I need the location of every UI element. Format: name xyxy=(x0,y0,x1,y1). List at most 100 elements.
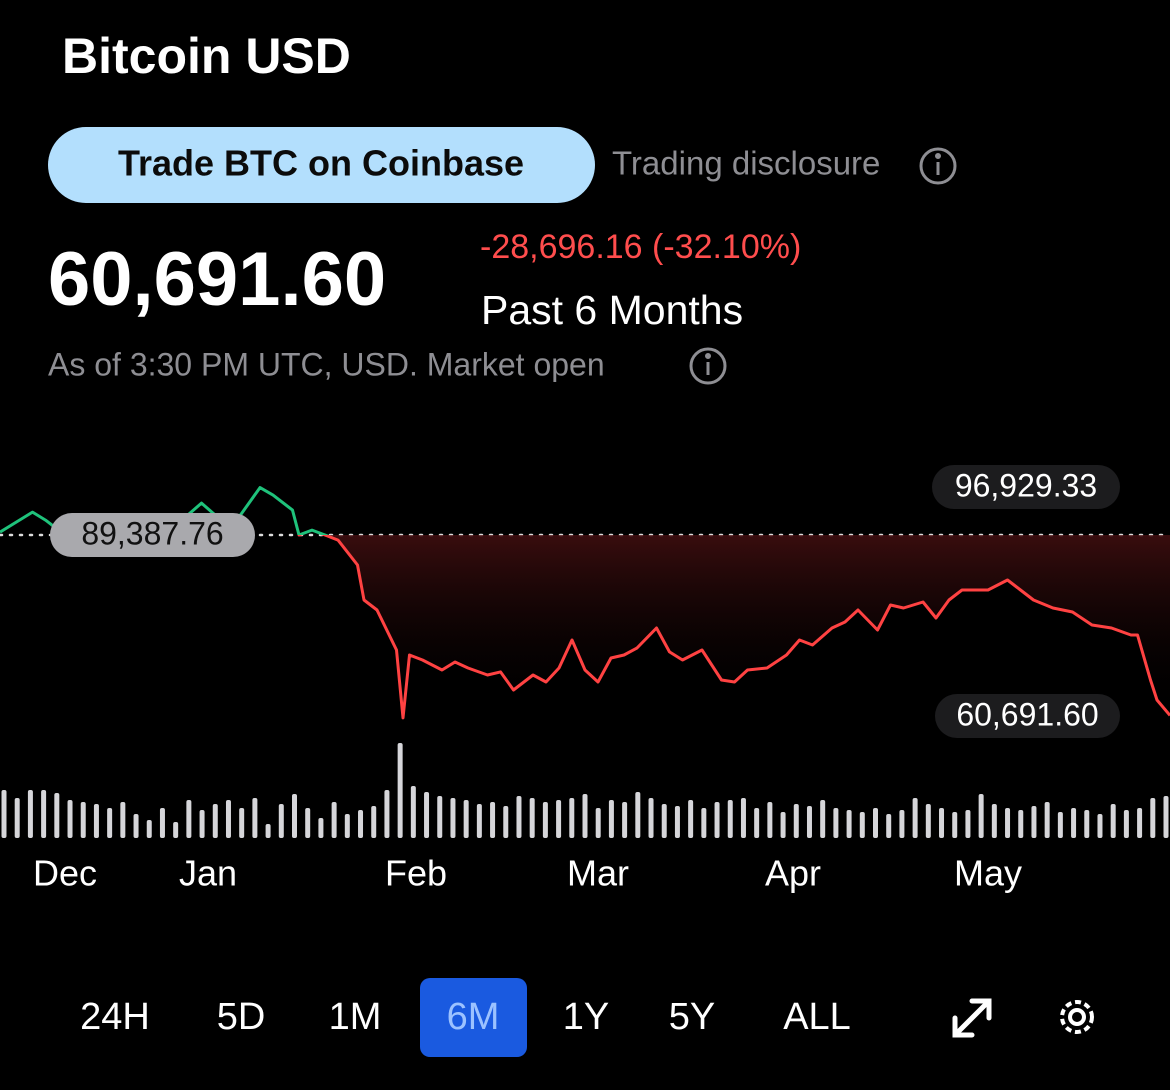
volume-bar xyxy=(1044,802,1050,838)
volume-bar xyxy=(820,800,826,838)
volume-bar xyxy=(899,810,905,838)
trade-button[interactable] xyxy=(48,127,595,203)
info-icon[interactable] xyxy=(919,147,957,185)
volume-bar xyxy=(793,804,799,838)
volume-bar xyxy=(133,814,139,838)
volume-bar xyxy=(1110,804,1116,838)
volume-bar xyxy=(159,808,165,838)
period: Past 6 Months xyxy=(481,287,743,333)
range-button[interactable]: 1M xyxy=(329,996,382,1038)
volume-bar xyxy=(806,806,812,838)
volume-bar xyxy=(424,792,430,838)
volume-bar xyxy=(265,824,271,838)
volume-bar xyxy=(212,804,218,838)
volume-bar xyxy=(622,802,628,838)
x-tick-label: Apr xyxy=(765,853,821,894)
range-button[interactable]: 5Y xyxy=(669,996,715,1038)
volume-bar xyxy=(239,808,245,838)
volume-bar xyxy=(939,808,945,838)
volume-bar xyxy=(1018,810,1024,838)
volume-bar xyxy=(1071,808,1077,838)
volume-bar xyxy=(450,798,456,838)
volume-bar xyxy=(1150,798,1156,838)
chart: 89,387.76 96,929.33 60,691.60 Dec Jan Feb Mar A… xyxy=(0,465,1170,894)
volume-bar xyxy=(529,798,535,838)
volume-bar xyxy=(833,808,839,838)
range-button-active[interactable] xyxy=(420,978,527,1057)
x-tick-label: Feb xyxy=(385,853,447,894)
volume-bar xyxy=(516,796,522,838)
volume-bar xyxy=(1031,806,1037,838)
volume-bar xyxy=(14,798,20,838)
x-tick-label: Mar xyxy=(567,853,629,894)
volume-bar xyxy=(886,814,892,838)
volume-bar xyxy=(542,802,548,838)
disclosure-link[interactable]: Trading disclosure xyxy=(612,145,880,182)
volume-bar xyxy=(476,804,482,838)
volume-bar xyxy=(437,796,443,838)
volume-bar xyxy=(701,808,707,838)
volume-bar xyxy=(503,806,509,838)
volume-bar xyxy=(674,806,680,838)
value-pill-label: 96,929.33 xyxy=(955,467,1097,503)
volume-bar xyxy=(67,800,73,838)
volume-bar xyxy=(397,743,403,838)
range-button[interactable]: 1Y xyxy=(563,996,609,1038)
volume-bar xyxy=(859,812,865,838)
range-button[interactable]: ALL xyxy=(783,996,851,1038)
title: Bitcoin USD xyxy=(62,28,351,84)
volume-bar xyxy=(41,790,47,838)
volume-bar xyxy=(371,806,377,838)
volume-bar xyxy=(595,808,601,838)
volume-bar xyxy=(344,814,350,838)
volume-bar xyxy=(463,800,469,838)
range-selector: 24H 5D 1M 6M 1Y 5Y ALL xyxy=(80,978,851,1057)
volume-bar xyxy=(384,790,390,838)
volume-bar xyxy=(278,804,284,838)
volume-bar xyxy=(93,804,99,838)
volume-bar xyxy=(556,800,562,838)
volume-bar xyxy=(635,792,641,838)
price: 60,691.60 xyxy=(48,237,386,322)
volume-bar xyxy=(490,802,496,838)
volume-bar xyxy=(648,798,654,838)
volume-bar xyxy=(120,802,126,838)
volume-bar xyxy=(358,810,364,838)
volume-bar xyxy=(1005,808,1011,838)
volume-bar xyxy=(410,786,416,838)
volume-bar xyxy=(1,790,7,838)
volume-bar xyxy=(569,798,575,838)
volume-bar xyxy=(714,802,720,838)
info-icon[interactable] xyxy=(689,347,727,385)
volume-bar xyxy=(661,804,667,838)
volume-bar xyxy=(252,798,258,838)
volume-bar xyxy=(767,802,773,838)
volume-bar xyxy=(754,808,760,838)
x-tick-label: Jan xyxy=(179,853,237,894)
range-button[interactable]: 5D xyxy=(217,996,266,1038)
volume-bar xyxy=(107,808,113,838)
value-pill xyxy=(932,465,1120,509)
volume-bar xyxy=(846,810,852,838)
value-pill-label: 60,691.60 xyxy=(956,696,1098,732)
expand-icon[interactable] xyxy=(952,998,992,1038)
x-tick-label: May xyxy=(954,853,1022,894)
volume-bar xyxy=(186,800,192,838)
settings-icon[interactable] xyxy=(1060,1000,1094,1034)
volume-bar xyxy=(780,812,786,838)
volume-bar xyxy=(27,790,33,838)
volume-bar xyxy=(740,798,746,838)
range-button[interactable]: 6M xyxy=(447,996,500,1038)
volume-bar xyxy=(54,793,60,838)
volume-bar xyxy=(873,808,878,838)
volume-bar xyxy=(225,800,231,838)
volume-bar xyxy=(925,804,931,838)
trade-button-label[interactable]: Trade BTC on Coinbase xyxy=(118,143,524,184)
volume-bar xyxy=(305,808,311,838)
value-pill xyxy=(50,513,255,558)
area xyxy=(62,535,1170,718)
volume-bar xyxy=(318,818,324,838)
range-button[interactable]: 24H xyxy=(80,996,150,1038)
